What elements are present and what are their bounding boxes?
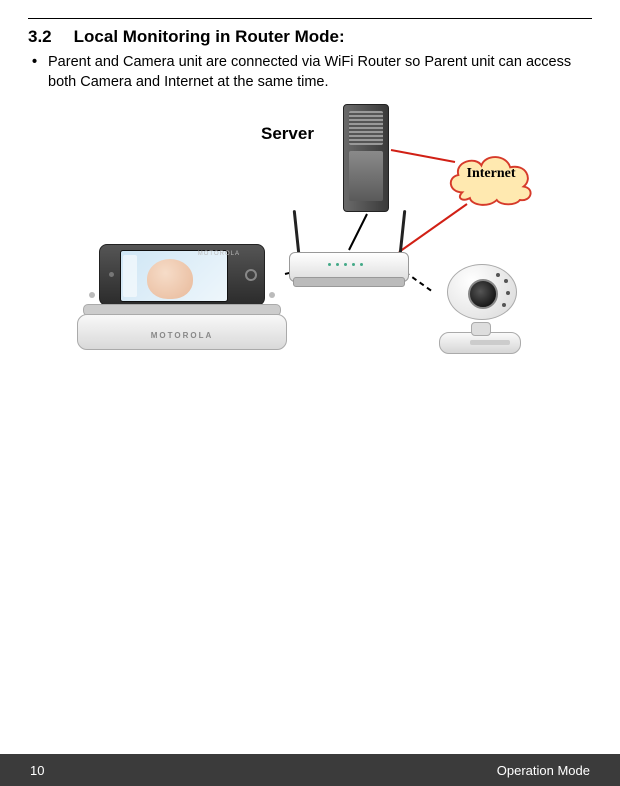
camera-head xyxy=(447,264,517,320)
router-leds xyxy=(328,263,363,266)
camera-ir-led-icon xyxy=(496,273,500,277)
line-server-router xyxy=(349,214,367,250)
camera-neck xyxy=(471,322,491,336)
camera-lens-icon xyxy=(468,279,498,309)
server-icon xyxy=(343,104,389,212)
page-footer: 10 Operation Mode xyxy=(0,754,620,786)
tablet-home-button-icon xyxy=(245,269,257,281)
router-body xyxy=(289,252,409,282)
dock-button-icon xyxy=(269,292,275,298)
top-rule xyxy=(28,18,592,19)
tablet-device: MOTOROLA xyxy=(99,244,265,306)
tablet-brand: MOTOROLA xyxy=(198,251,240,257)
network-diagram: Server Internet xyxy=(75,104,545,364)
camera-unit-icon xyxy=(425,264,535,354)
page-number: 10 xyxy=(30,763,44,778)
footer-section: Operation Mode xyxy=(497,763,590,778)
camera-ir-led-icon xyxy=(502,303,506,307)
section-heading: 3.2 Local Monitoring in Router Mode: xyxy=(28,27,592,47)
bullet-item: Parent and Camera unit are connected via… xyxy=(48,53,592,92)
server-label: Server xyxy=(261,124,314,144)
screen-sidebar xyxy=(123,255,137,297)
baby-video-icon xyxy=(147,259,193,299)
dock-brand: MOTOROLA xyxy=(77,331,287,340)
internet-cloud-icon: Internet xyxy=(443,146,539,206)
section-number: 3.2 xyxy=(28,27,52,47)
manual-page: 3.2 Local Monitoring in Router Mode: Pare… xyxy=(0,0,620,786)
section-title: Local Monitoring in Router Mode: xyxy=(74,27,345,46)
internet-label: Internet xyxy=(443,166,539,182)
camera-ir-led-icon xyxy=(504,279,508,283)
wifi-router-icon xyxy=(289,252,409,282)
line-cloud-router xyxy=(399,204,467,252)
body-list: Parent and Camera unit are connected via… xyxy=(28,53,592,92)
dock-button-icon xyxy=(89,292,95,298)
tablet-sensor-icon xyxy=(109,272,114,277)
parent-unit-icon: MOTOROLA MOTOROLA xyxy=(77,240,287,350)
tablet-screen xyxy=(120,250,228,302)
camera-ir-led-icon xyxy=(506,291,510,295)
